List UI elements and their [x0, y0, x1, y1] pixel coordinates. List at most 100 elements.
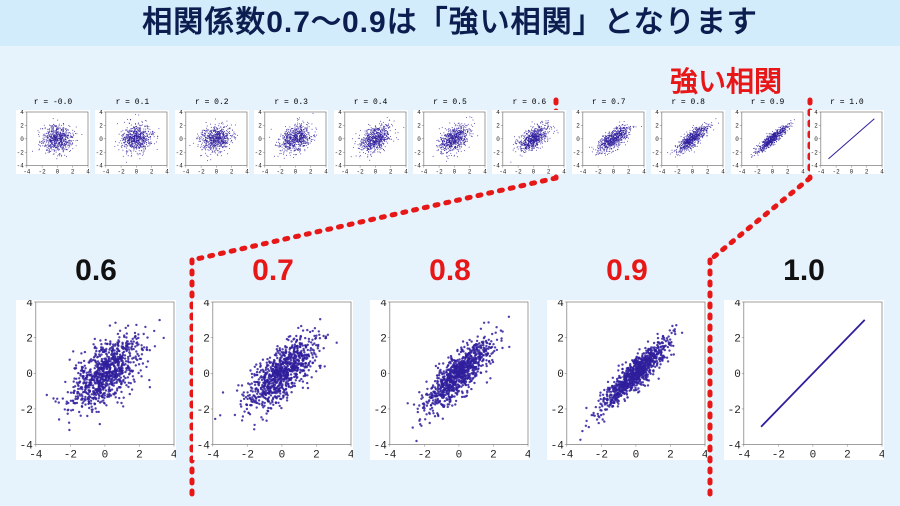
svg-text:-4: -4: [103, 169, 111, 174]
small-scatter-title: r = 1.0: [810, 98, 884, 107]
svg-text:-2: -2: [515, 169, 523, 174]
scatter-plot: -4-2024-4-2024: [370, 300, 530, 460]
scatter-plot: -4-2024-4-2024: [334, 110, 408, 174]
svg-text:4: 4: [179, 110, 183, 116]
svg-text:-2: -2: [334, 149, 342, 156]
small-scatter-title: r = 0.9: [731, 98, 805, 107]
svg-text:2: 2: [497, 123, 501, 130]
svg-text:0: 0: [497, 136, 501, 143]
svg-text:0: 0: [417, 136, 421, 143]
small-scatter-r1.0: r = 1.0 -4-2024-4-2024: [810, 100, 884, 174]
scatter-plot: -4-2024-4-2024: [572, 110, 646, 174]
svg-text:-4: -4: [23, 169, 31, 174]
svg-text:-2: -2: [255, 149, 263, 156]
svg-text:-2: -2: [118, 169, 126, 174]
svg-text:2: 2: [258, 123, 262, 130]
scatter-plot: -4-2024-4-2024: [731, 110, 805, 174]
small-scatter-title: r = 0.6: [492, 98, 566, 107]
svg-text:-4: -4: [420, 169, 428, 174]
svg-text:4: 4: [166, 169, 170, 174]
svg-text:2: 2: [388, 169, 392, 174]
svg-text:0: 0: [373, 169, 377, 174]
small-scatter-r-0.0: r = -0.0-4-2024-4-2024: [16, 100, 90, 174]
svg-text:-2: -2: [17, 149, 25, 156]
svg-text:-4: -4: [175, 163, 183, 170]
small-scatter-title: r = 0.5: [413, 98, 487, 107]
small-scatter-r0.2: r = 0.2-4-2024-4-2024: [175, 100, 249, 174]
svg-text:4: 4: [20, 110, 24, 116]
scatter-plot: -4-2024-4-2024: [413, 110, 487, 174]
scatter-plot: -4-2024-4-2024: [254, 110, 328, 174]
big-scatter-title: 0.8: [370, 254, 530, 288]
svg-text:2: 2: [230, 169, 234, 174]
svg-text:4: 4: [483, 169, 487, 174]
svg-text:4: 4: [258, 110, 262, 116]
small-scatter-title: r = -0.0: [16, 98, 90, 107]
svg-text:0: 0: [20, 136, 24, 143]
svg-text:-2: -2: [435, 169, 443, 174]
big-scatter-r0.8: 0.8-4-2024-4-2024: [370, 300, 530, 460]
small-scatter-r0.5: r = 0.5-4-2024-4-2024: [413, 100, 487, 174]
small-scatter-title: r = 0.4: [334, 98, 408, 107]
scatter-plot: -4-2024-4-2024: [810, 110, 884, 174]
small-scatter-r0.9: r = 0.9 -4-2024-4-2024: [731, 100, 805, 174]
svg-text:-4: -4: [182, 169, 190, 174]
svg-text:2: 2: [179, 123, 183, 130]
svg-text:-2: -2: [356, 169, 364, 174]
scatter-plot: -4-2024-4-2024: [95, 110, 169, 174]
svg-text:2: 2: [20, 123, 24, 130]
svg-text:-2: -2: [96, 149, 104, 156]
svg-text:-4: -4: [96, 163, 104, 170]
big-scatter-title: 0.7: [193, 254, 353, 288]
svg-text:0: 0: [338, 136, 342, 143]
big-scatter-title: 1.0: [724, 254, 884, 288]
scatter-plot: -4-2024-4-2024: [492, 110, 566, 174]
svg-text:0: 0: [453, 169, 457, 174]
svg-text:-4: -4: [334, 163, 342, 170]
svg-text:-4: -4: [341, 169, 349, 174]
svg-text:-4: -4: [255, 163, 263, 170]
big-scatter-r1.0: 1.0-4-2024-4-2024: [724, 300, 884, 460]
svg-text:4: 4: [338, 110, 342, 116]
svg-text:4: 4: [404, 169, 408, 174]
small-scatter-row: r = -0.0-4-2024-4-2024r = 0.1-4-2024-4-2…: [16, 100, 884, 174]
small-scatter-r0.6: r = 0.6-4-2024-4-2024: [492, 100, 566, 174]
svg-text:2: 2: [100, 123, 104, 130]
svg-text:2: 2: [468, 169, 472, 174]
small-scatter-r0.3: r = 0.3-4-2024-4-2024: [254, 100, 328, 174]
svg-text:0: 0: [100, 136, 104, 143]
svg-text:2: 2: [309, 169, 313, 174]
small-scatter-r0.7: r = 0.7-4-2024-4-2024: [572, 100, 646, 174]
small-scatter-title: r = 0.8: [651, 98, 725, 107]
svg-text:-4: -4: [261, 169, 269, 174]
scatter-plot: -4-2024-4-2024: [16, 300, 176, 460]
strong-correlation-label: 強い相関: [636, 60, 816, 100]
scatter-plot: -4-2024-4-2024: [193, 300, 353, 460]
svg-text:4: 4: [563, 169, 567, 174]
svg-text:-2: -2: [38, 169, 46, 174]
small-scatter-title: r = 0.3: [254, 98, 328, 107]
svg-text:0: 0: [214, 169, 218, 174]
svg-text:0: 0: [179, 136, 183, 143]
svg-text:4: 4: [245, 169, 249, 174]
small-scatter-r0.1: r = 0.1-4-2024-4-2024: [95, 100, 169, 174]
big-scatter-row: 0.6-4-2024-4-20240.7-4-2024-4-20240.8-4-…: [16, 300, 884, 460]
big-scatter-title: 0.9: [547, 254, 707, 288]
svg-text:4: 4: [100, 110, 104, 116]
page-title: 相関係数0.7〜0.9は「強い相関」となります: [0, 0, 900, 46]
svg-text:4: 4: [324, 169, 328, 174]
svg-text:0: 0: [258, 136, 262, 143]
scatter-plot: -4-2024-4-2024: [16, 110, 90, 174]
svg-text:2: 2: [417, 123, 421, 130]
small-scatter-title: r = 0.1: [95, 98, 169, 107]
svg-text:-2: -2: [197, 169, 205, 174]
svg-text:-4: -4: [500, 169, 508, 174]
big-scatter-r0.9: 0.9-4-2024-4-2024: [547, 300, 707, 460]
scatter-plot: -4-2024-4-2024: [724, 300, 884, 460]
svg-text:0: 0: [532, 169, 536, 174]
scatter-plot: -4-2024-4-2024: [651, 110, 725, 174]
svg-text:2: 2: [547, 169, 551, 174]
svg-text:-4: -4: [493, 163, 501, 170]
small-scatter-r0.4: r = 0.4-4-2024-4-2024: [334, 100, 408, 174]
svg-text:0: 0: [135, 169, 139, 174]
